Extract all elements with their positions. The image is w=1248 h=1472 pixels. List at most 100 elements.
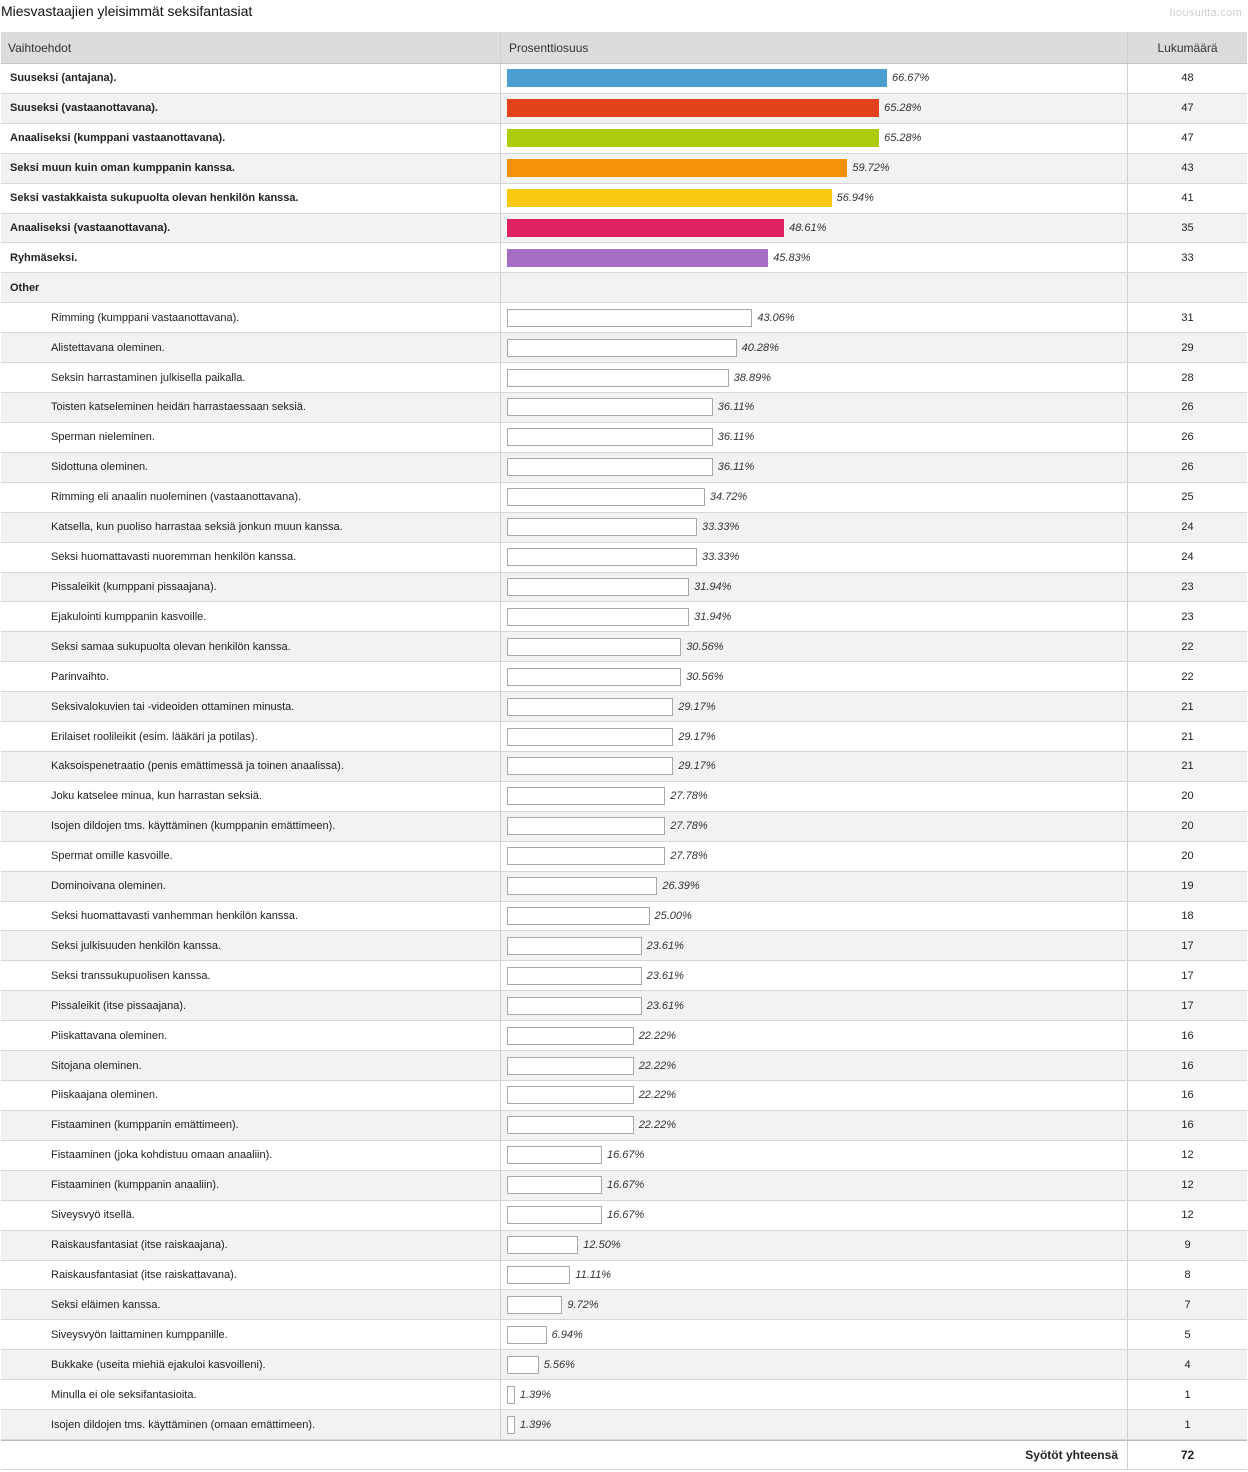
option-label: Pissaleikit (itse pissaajana).	[1, 991, 501, 1021]
table-row: Isojen dildojen tms. käyttäminen (omaan …	[1, 1410, 1247, 1440]
bar-mark	[507, 1176, 602, 1195]
count-cell: 16	[1181, 1029, 1194, 1042]
bar-mark	[507, 458, 713, 477]
bar-mark	[507, 847, 666, 866]
percent-label: 25.00%	[654, 910, 692, 923]
percent-label: 1.39%	[519, 1388, 552, 1401]
bar-mark	[507, 1026, 634, 1045]
count-cell: 20	[1181, 850, 1194, 863]
percent-label: 29.17%	[678, 700, 716, 713]
header-count: Lukumäärä	[1157, 40, 1218, 55]
option-label: Fistaaminen (kumppanin emättimeen).	[1, 1110, 501, 1140]
option-label: Katsella, kun puoliso harrastaa seksiä j…	[1, 512, 501, 542]
percent-label: 33.33%	[702, 521, 740, 534]
bar-mark	[507, 488, 705, 507]
percentage-cell: 38.89%	[501, 363, 1128, 393]
bar-mark	[507, 1236, 579, 1255]
bar-mark	[507, 1116, 634, 1135]
bar-mark	[507, 1385, 515, 1404]
percent-label: 56.94%	[836, 192, 874, 205]
table-row: Dominoivana oleminen. 26.39% 19	[1, 871, 1247, 902]
option-label: Piiskattavana oleminen.	[1, 1021, 501, 1051]
bar-mark	[507, 1146, 602, 1165]
count-cell: 23	[1181, 580, 1194, 593]
percent-label: 34.72%	[709, 491, 748, 504]
table-row: Suuseksi (antajana). 66.67% 48	[1, 64, 1247, 94]
percentage-cell: 5.56%	[501, 1350, 1128, 1380]
percentage-cell: 36.11%	[501, 393, 1128, 422]
table-row: Raiskausfantasiat (itse raiskaajana). 12.…	[1, 1230, 1247, 1261]
percentage-cell: 33.33%	[501, 512, 1128, 542]
brand-watermark: housuitta.com	[1169, 7, 1242, 19]
percentage-cell: 45.83%	[501, 243, 1128, 273]
count-cell: 22	[1181, 670, 1194, 683]
option-label: Parinvaihto.	[1, 662, 501, 692]
bar-mark	[507, 1265, 571, 1284]
percentage-cell: 27.78%	[501, 841, 1128, 871]
table-row: Sidottuna oleminen. 36.11% 26	[1, 452, 1247, 483]
option-label: Sitojana oleminen.	[1, 1051, 501, 1081]
percent-label: 5.56%	[543, 1358, 575, 1371]
percent-label: 22.22%	[638, 1029, 676, 1042]
count-cell: 21	[1181, 760, 1194, 773]
option-label: Bukkake (useita miehiä ejakuloi kasvoill…	[1, 1350, 501, 1380]
percent-label: 16.67%	[607, 1209, 645, 1222]
percentage-cell: 27.78%	[501, 811, 1128, 841]
percentage-cell: 16.67%	[501, 1140, 1128, 1170]
percent-label: 6.94%	[551, 1328, 583, 1341]
percent-label: 11.11%	[575, 1268, 611, 1281]
count-cell: 48	[1181, 72, 1194, 85]
percent-label: 16.67%	[607, 1149, 645, 1162]
table-row: Raiskausfantasiat (itse raiskattavana). 1…	[1, 1260, 1247, 1291]
percent-label: 27.78%	[670, 790, 708, 803]
count-cell: 31	[1181, 311, 1194, 324]
bar-mark	[507, 787, 666, 806]
option-label: Toisten katseleminen heidän harrastaessa…	[1, 393, 501, 422]
option-label: Suuseksi (antajana).	[1, 64, 501, 93]
table-row: Parinvaihto. 30.56% 22	[1, 662, 1247, 693]
option-label: Seksi muun kuin oman kumppanin kanssa.	[1, 153, 501, 183]
percentage-cell: 36.11%	[501, 452, 1128, 482]
table-row: Joku katselee minua, kun harrastan seksi…	[1, 781, 1247, 812]
table-row: Seksi samaa sukupuolta olevan henkilön k…	[1, 632, 1247, 663]
percentage-cell: 59.72%	[501, 153, 1128, 183]
count-cell: 20	[1181, 790, 1194, 803]
option-label: Rimming eli anaalin nuoleminen (vastaano…	[1, 482, 501, 512]
percentage-cell: 29.17%	[501, 752, 1128, 781]
table-row: Siveysvyö itsellä. 16.67% 12	[1, 1200, 1247, 1231]
percentage-cell: 6.94%	[501, 1320, 1128, 1350]
count-cell: 22	[1181, 640, 1194, 653]
header-percentage: Prosenttiosuus	[501, 32, 1128, 63]
bar-mark	[507, 69, 887, 88]
table-row: Rimming eli anaalin nuoleminen (vastaano…	[1, 482, 1247, 513]
option-label: Ejakulointi kumppanin kasvoille.	[1, 602, 501, 632]
count-cell: 16	[1181, 1059, 1194, 1072]
total-row: Syötöt yhteensä 72	[1, 1440, 1247, 1470]
percent-label: 38.89%	[733, 371, 771, 384]
percent-label: 59.72%	[852, 162, 890, 175]
percentage-cell: 30.56%	[501, 632, 1128, 662]
option-label: Anaaliseksi (kumppani vastaanottavana).	[1, 123, 501, 153]
percentage-cell: 29.17%	[501, 722, 1128, 751]
percent-label: 23.61%	[646, 999, 684, 1012]
option-label: Raiskausfantasiat (itse raiskaajana).	[1, 1230, 501, 1260]
table-row: Pissaleikit (itse pissaajana). 23.61% 17	[1, 991, 1247, 1022]
bar-mark	[507, 1086, 634, 1105]
percentage-cell: 16.67%	[501, 1170, 1128, 1200]
table-row: Seksi eläimen kanssa. 9.72% 7	[1, 1290, 1247, 1321]
table-row: Seksivalokuvien tai -videoiden ottaminen…	[1, 692, 1247, 723]
bar-mark	[507, 996, 642, 1015]
percentage-cell: 22.22%	[501, 1081, 1128, 1110]
table-row: Alistettavana oleminen. 40.28% 29	[1, 333, 1247, 364]
count-cell: 47	[1181, 132, 1194, 145]
group-row-other: Other	[1, 273, 1247, 304]
percentage-cell: 22.22%	[501, 1051, 1128, 1081]
percent-label: 45.83%	[773, 251, 811, 264]
option-label: Erilaiset roolileikit (esim. lääkäri ja …	[1, 722, 501, 751]
percentage-cell: 9.72%	[501, 1290, 1128, 1320]
percentage-cell	[501, 273, 1128, 303]
option-label: Seksi eläimen kanssa.	[1, 1290, 501, 1320]
count-cell	[1128, 273, 1247, 302]
bar-mark	[507, 637, 682, 656]
bar-mark	[507, 727, 674, 746]
